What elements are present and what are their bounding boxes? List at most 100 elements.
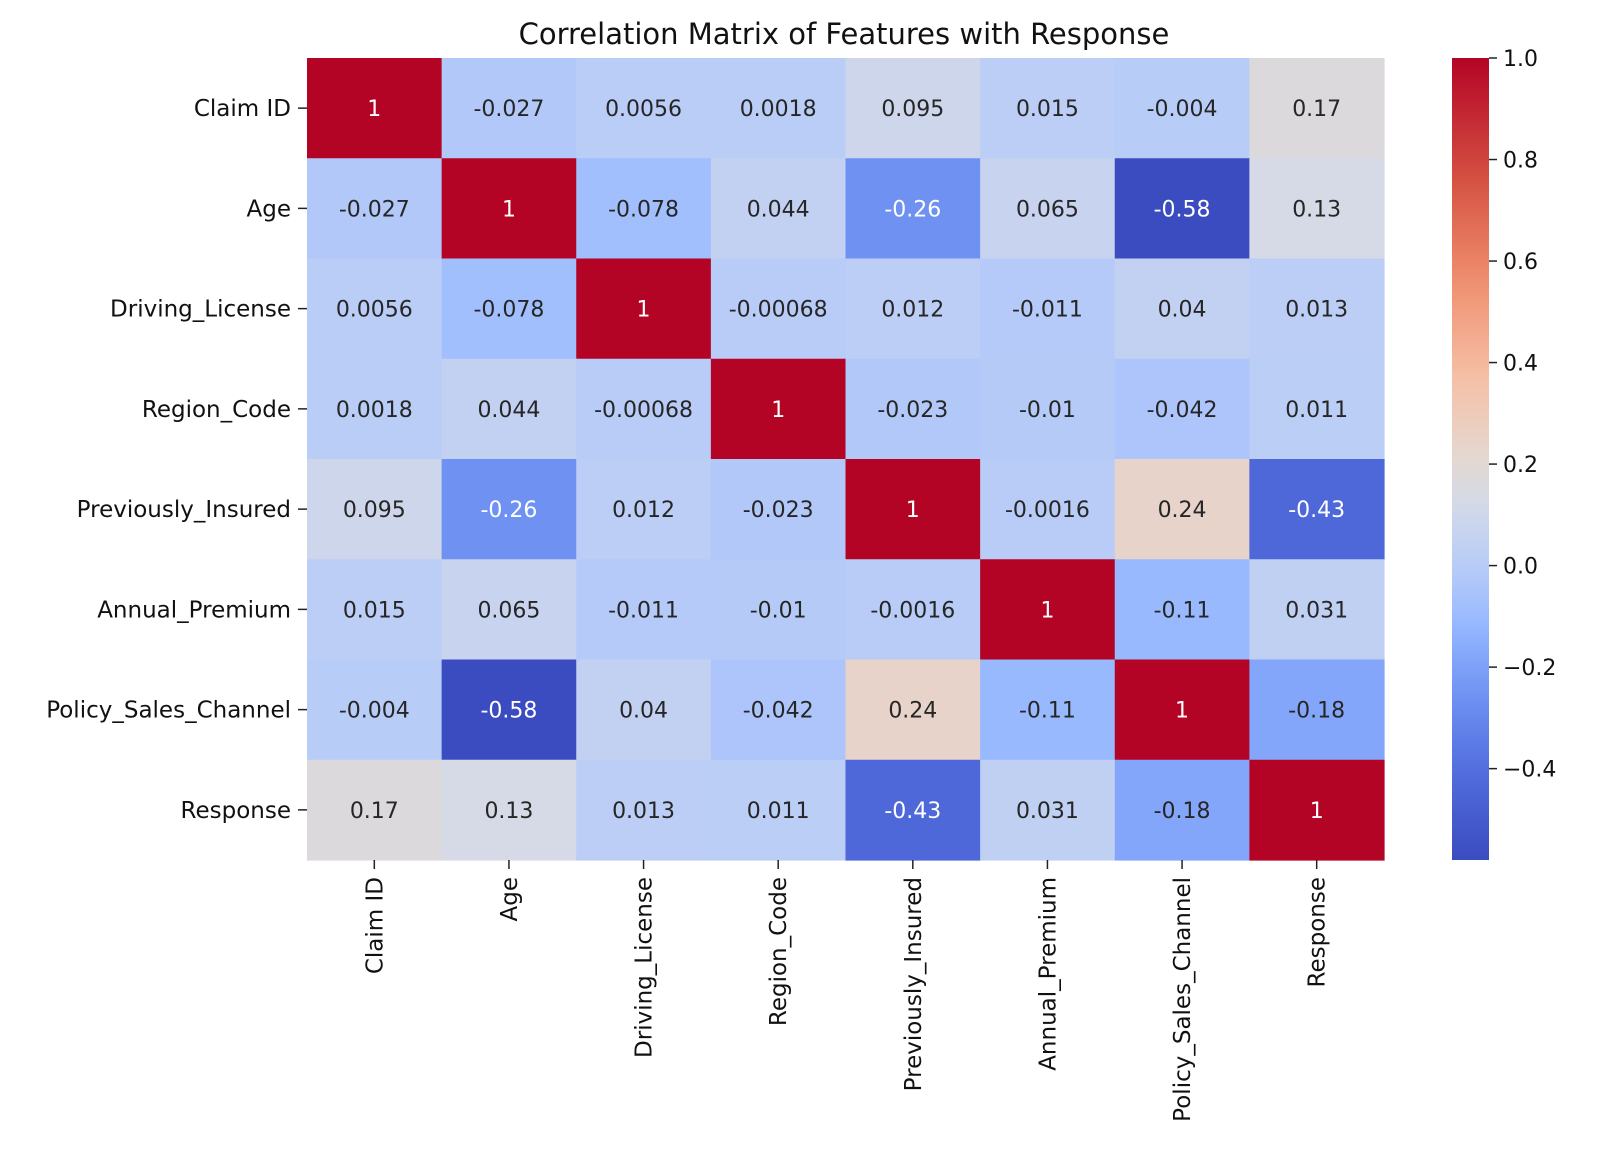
- heatmap-cell-age-region-code: [710, 158, 847, 260]
- heatmap-cell-previously-insured-policy-sales-channel: [1114, 459, 1250, 560]
- cell-annotation-claim-id-annual-premium: 0.015: [1016, 97, 1079, 122]
- cell-annotation-annual-premium-driving-license: -0.011: [608, 598, 679, 623]
- x-tick-label-age: Age: [497, 877, 523, 921]
- heatmap-cell-age-policy-sales-channel: [1114, 158, 1250, 260]
- heatmap-cell-policy-sales-channel-driving-license: [576, 659, 712, 761]
- cell-annotation-response-annual-premium: 0.031: [1016, 799, 1079, 824]
- heatmap-cell-annual-premium-policy-sales-channel: [1114, 559, 1250, 661]
- x-tick-label-response: Response: [1305, 877, 1331, 987]
- cell-annotation-policy-sales-channel-driving-license: 0.04: [619, 699, 668, 724]
- x-tick-label-driving-license: Driving_License: [632, 877, 658, 1058]
- colorbar-tick-label: 0.8: [1503, 149, 1538, 174]
- heatmap-cell-policy-sales-channel-policy-sales-channel: [1114, 659, 1250, 761]
- cell-annotation-driving-license-region-code: -0.00068: [729, 298, 828, 323]
- heatmap-cell-age-annual-premium: [980, 158, 1116, 260]
- heatmap-cell-policy-sales-channel-annual-premium: [980, 659, 1116, 761]
- cell-annotations: 1 -0.027 0.0056 0.0018 0.095 0.015 -0.004 0.17 -…: [336, 97, 1348, 824]
- heatmap-cell-annual-premium-driving-license: [576, 559, 712, 661]
- heatmap-cell-age-age: [441, 158, 577, 260]
- cell-annotation-annual-premium-response: 0.031: [1285, 598, 1348, 623]
- cell-annotation-region-code-region-code: 1: [771, 398, 785, 423]
- cell-annotation-region-code-response: 0.011: [1285, 398, 1348, 423]
- cell-annotation-age-claim-id: -0.027: [339, 197, 410, 222]
- cell-annotation-claim-id-driving-license: 0.0056: [605, 97, 682, 122]
- colorbar-tick-label: 1.0: [1503, 47, 1538, 72]
- cell-annotation-age-policy-sales-channel: -0.58: [1154, 197, 1211, 222]
- colorbar-tick-label: 0.0: [1503, 555, 1538, 580]
- heatmap-cell-region-code-driving-license: [576, 358, 712, 460]
- cell-annotation-region-code-age: 0.044: [477, 398, 540, 423]
- cell-annotation-age-region-code: 0.044: [747, 197, 810, 222]
- x-tick-label-claim-id: Claim ID: [362, 877, 388, 974]
- heatmap-cell-previously-insured-previously-insured: [845, 459, 981, 560]
- heatmap-cell-driving-license-claim-id: [307, 258, 443, 360]
- x-tick-label-previously-insured: Previously_Insured: [901, 877, 927, 1091]
- cell-annotation-driving-license-previously-insured: 0.012: [881, 298, 944, 323]
- cell-annotation-driving-license-age: -0.078: [473, 298, 544, 323]
- heatmap-cell-claim-id-claim-id: [307, 58, 443, 159]
- heatmap-cell-claim-id-previously-insured: [845, 58, 981, 159]
- cell-annotation-previously-insured-response: -0.43: [1288, 498, 1345, 523]
- cell-annotation-response-age: 0.13: [484, 799, 533, 824]
- cell-annotation-region-code-annual-premium: -0.01: [1019, 398, 1076, 423]
- heatmap-cell-response-driving-license: [576, 759, 712, 861]
- cell-annotation-annual-premium-previously-insured: -0.0016: [870, 598, 955, 623]
- y-tick-label-previously-insured: Previously_Insured: [77, 497, 291, 523]
- y-tick-label-annual-premium: Annual_Premium: [97, 597, 291, 623]
- cell-annotation-previously-insured-policy-sales-channel: 0.24: [1158, 498, 1207, 523]
- heatmap-cells: [307, 58, 1385, 861]
- heatmap-cell-claim-id-age: [441, 58, 577, 159]
- cell-annotation-previously-insured-region-code: -0.023: [743, 498, 814, 523]
- heatmap-cell-response-policy-sales-channel: [1114, 759, 1250, 861]
- heatmap-cell-previously-insured-annual-premium: [980, 459, 1116, 560]
- cell-annotation-previously-insured-age: -0.26: [480, 498, 537, 523]
- heatmap-cell-response-annual-premium: [980, 759, 1116, 861]
- cell-annotation-age-response: 0.13: [1292, 197, 1341, 222]
- heatmap-cell-previously-insured-claim-id: [307, 459, 443, 560]
- y-tick-label-response: Response: [181, 798, 291, 824]
- heatmap-cell-driving-license-driving-license: [576, 258, 712, 360]
- cell-annotation-previously-insured-driving-license: 0.012: [612, 498, 675, 523]
- heatmap-cell-annual-premium-age: [441, 559, 577, 661]
- heatmap-cell-age-claim-id: [307, 158, 443, 260]
- y-axis-ticks: Claim ID Age Driving_License Region_Code Pre…: [46, 96, 307, 824]
- cell-annotation-policy-sales-channel-region-code: -0.042: [743, 699, 814, 724]
- cell-annotation-age-previously-insured: -0.26: [884, 197, 941, 222]
- cell-annotation-response-policy-sales-channel: -0.18: [1154, 799, 1211, 824]
- heatmap-cell-region-code-response: [1249, 358, 1385, 460]
- cell-annotation-policy-sales-channel-policy-sales-channel: 1: [1175, 699, 1189, 724]
- heatmap-cell-age-previously-insured: [845, 158, 981, 260]
- heatmap-cell-region-code-policy-sales-channel: [1114, 358, 1250, 460]
- heatmap-cell-region-code-region-code: [710, 358, 847, 460]
- cell-annotation-region-code-policy-sales-channel: -0.042: [1147, 398, 1218, 423]
- heatmap-cell-response-response: [1249, 759, 1385, 861]
- cell-annotation-policy-sales-channel-response: -0.18: [1288, 699, 1345, 724]
- cell-annotation-claim-id-previously-insured: 0.095: [881, 97, 944, 122]
- heatmap-cell-previously-insured-driving-license: [576, 459, 712, 560]
- heatmap-cell-annual-premium-previously-insured: [845, 559, 981, 661]
- colorbar-tick-label: −0.4: [1503, 758, 1556, 783]
- cell-annotation-policy-sales-channel-claim-id: -0.004: [339, 699, 410, 724]
- heatmap-cell-policy-sales-channel-age: [441, 659, 577, 761]
- x-axis-ticks: Claim ID Age Driving_License Region_Code Pre…: [362, 860, 1331, 1122]
- heatmap-cell-policy-sales-channel-claim-id: [307, 659, 443, 761]
- cell-annotation-claim-id-age: -0.027: [473, 97, 544, 122]
- cell-annotation-age-age: 1: [502, 197, 516, 222]
- cell-annotation-policy-sales-channel-age: -0.58: [480, 699, 537, 724]
- y-tick-label-region-code: Region_Code: [142, 397, 291, 423]
- heatmap-cell-annual-premium-claim-id: [307, 559, 443, 661]
- cell-annotation-response-response: 1: [1310, 799, 1324, 824]
- cell-annotation-policy-sales-channel-previously-insured: 0.24: [888, 699, 937, 724]
- heatmap-cell-age-driving-license: [576, 158, 712, 260]
- heatmap-cell-previously-insured-region-code: [710, 459, 847, 560]
- cell-annotation-annual-premium-region-code: -0.01: [750, 598, 807, 623]
- heatmap-cell-driving-license-age: [441, 258, 577, 360]
- heatmap-cell-annual-premium-response: [1249, 559, 1385, 661]
- cell-annotation-driving-license-policy-sales-channel: 0.04: [1158, 298, 1207, 323]
- cell-annotation-previously-insured-claim-id: 0.095: [343, 498, 406, 523]
- cell-annotation-region-code-driving-license: -0.00068: [594, 398, 693, 423]
- heatmap-cell-annual-premium-annual-premium: [980, 559, 1116, 661]
- heatmap-cell-policy-sales-channel-region-code: [710, 659, 847, 761]
- heatmap-cell-driving-license-region-code: [710, 258, 847, 360]
